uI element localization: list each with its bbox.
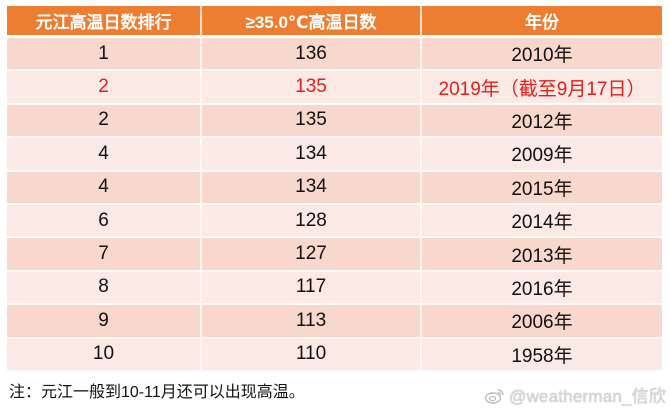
- cell-days: 128: [202, 204, 422, 239]
- table-row: 7 127 2013年: [7, 238, 662, 272]
- cell-days: 135: [202, 104, 422, 139]
- watermark-text: @weatherman_信欣: [509, 387, 667, 406]
- cell-rank: 4: [7, 171, 202, 205]
- cell-rank: 2: [7, 71, 202, 105]
- cell-year: 2009年: [422, 138, 662, 172]
- cell-year: 1958年: [422, 339, 662, 372]
- cell-days: 134: [202, 138, 422, 172]
- header-year: 年份: [422, 6, 662, 38]
- table-row: 2 135 2012年: [7, 104, 662, 139]
- table-row: 10 110 1958年: [7, 338, 662, 372]
- table-row-highlighted: 2 135 2019年（截至9月17日）: [7, 71, 662, 105]
- weibo-logo-icon: [485, 389, 504, 404]
- cell-rank: 9: [7, 305, 202, 339]
- cell-year: 2019年（截至9月17日）: [422, 71, 662, 105]
- cell-year: 2006年: [422, 305, 662, 339]
- cell-days: 135: [202, 71, 422, 105]
- cell-days: 117: [202, 271, 422, 306]
- cell-days: 127: [202, 238, 422, 272]
- cell-rank: 4: [7, 138, 202, 172]
- cell-days: 113: [202, 305, 422, 339]
- cell-year: 2013年: [422, 238, 662, 272]
- header-days: ≥35.0℃高温日数: [202, 6, 422, 38]
- cell-days: 134: [202, 171, 422, 205]
- table-row: 4 134 2015年: [7, 171, 662, 205]
- table-row: 6 128 2014年: [7, 204, 662, 239]
- cell-year: 2012年: [422, 105, 662, 139]
- table-row: 8 117 2016年: [7, 271, 662, 306]
- cell-rank: 2: [7, 104, 202, 139]
- table-row: 1 136 2010年: [7, 38, 662, 72]
- cell-year: 2016年: [422, 272, 662, 306]
- cell-rank: 10: [7, 338, 202, 372]
- cell-rank: 1: [7, 38, 202, 72]
- table-header: 元江高温日数排行 ≥35.0℃高温日数 年份: [7, 6, 662, 38]
- table-row: 9 113 2006年: [7, 305, 662, 339]
- table-row: 4 134 2009年: [7, 138, 662, 172]
- header-rank: 元江高温日数排行: [7, 6, 202, 38]
- cell-days: 110: [202, 338, 422, 372]
- cell-days: 136: [202, 38, 422, 72]
- ranking-table: 元江高温日数排行 ≥35.0℃高温日数 年份 1 136 2010年 2 135…: [7, 6, 662, 372]
- cell-rank: 6: [7, 204, 202, 239]
- cell-rank: 8: [7, 271, 202, 306]
- cell-year: 2010年: [422, 38, 662, 72]
- cell-year: 2014年: [422, 205, 662, 239]
- footnote: 注：元江一般到10-11月还可以出现高温。: [9, 384, 305, 401]
- cell-rank: 7: [7, 238, 202, 272]
- cell-year: 2015年: [422, 172, 662, 205]
- watermark: @weatherman_信欣: [485, 382, 666, 407]
